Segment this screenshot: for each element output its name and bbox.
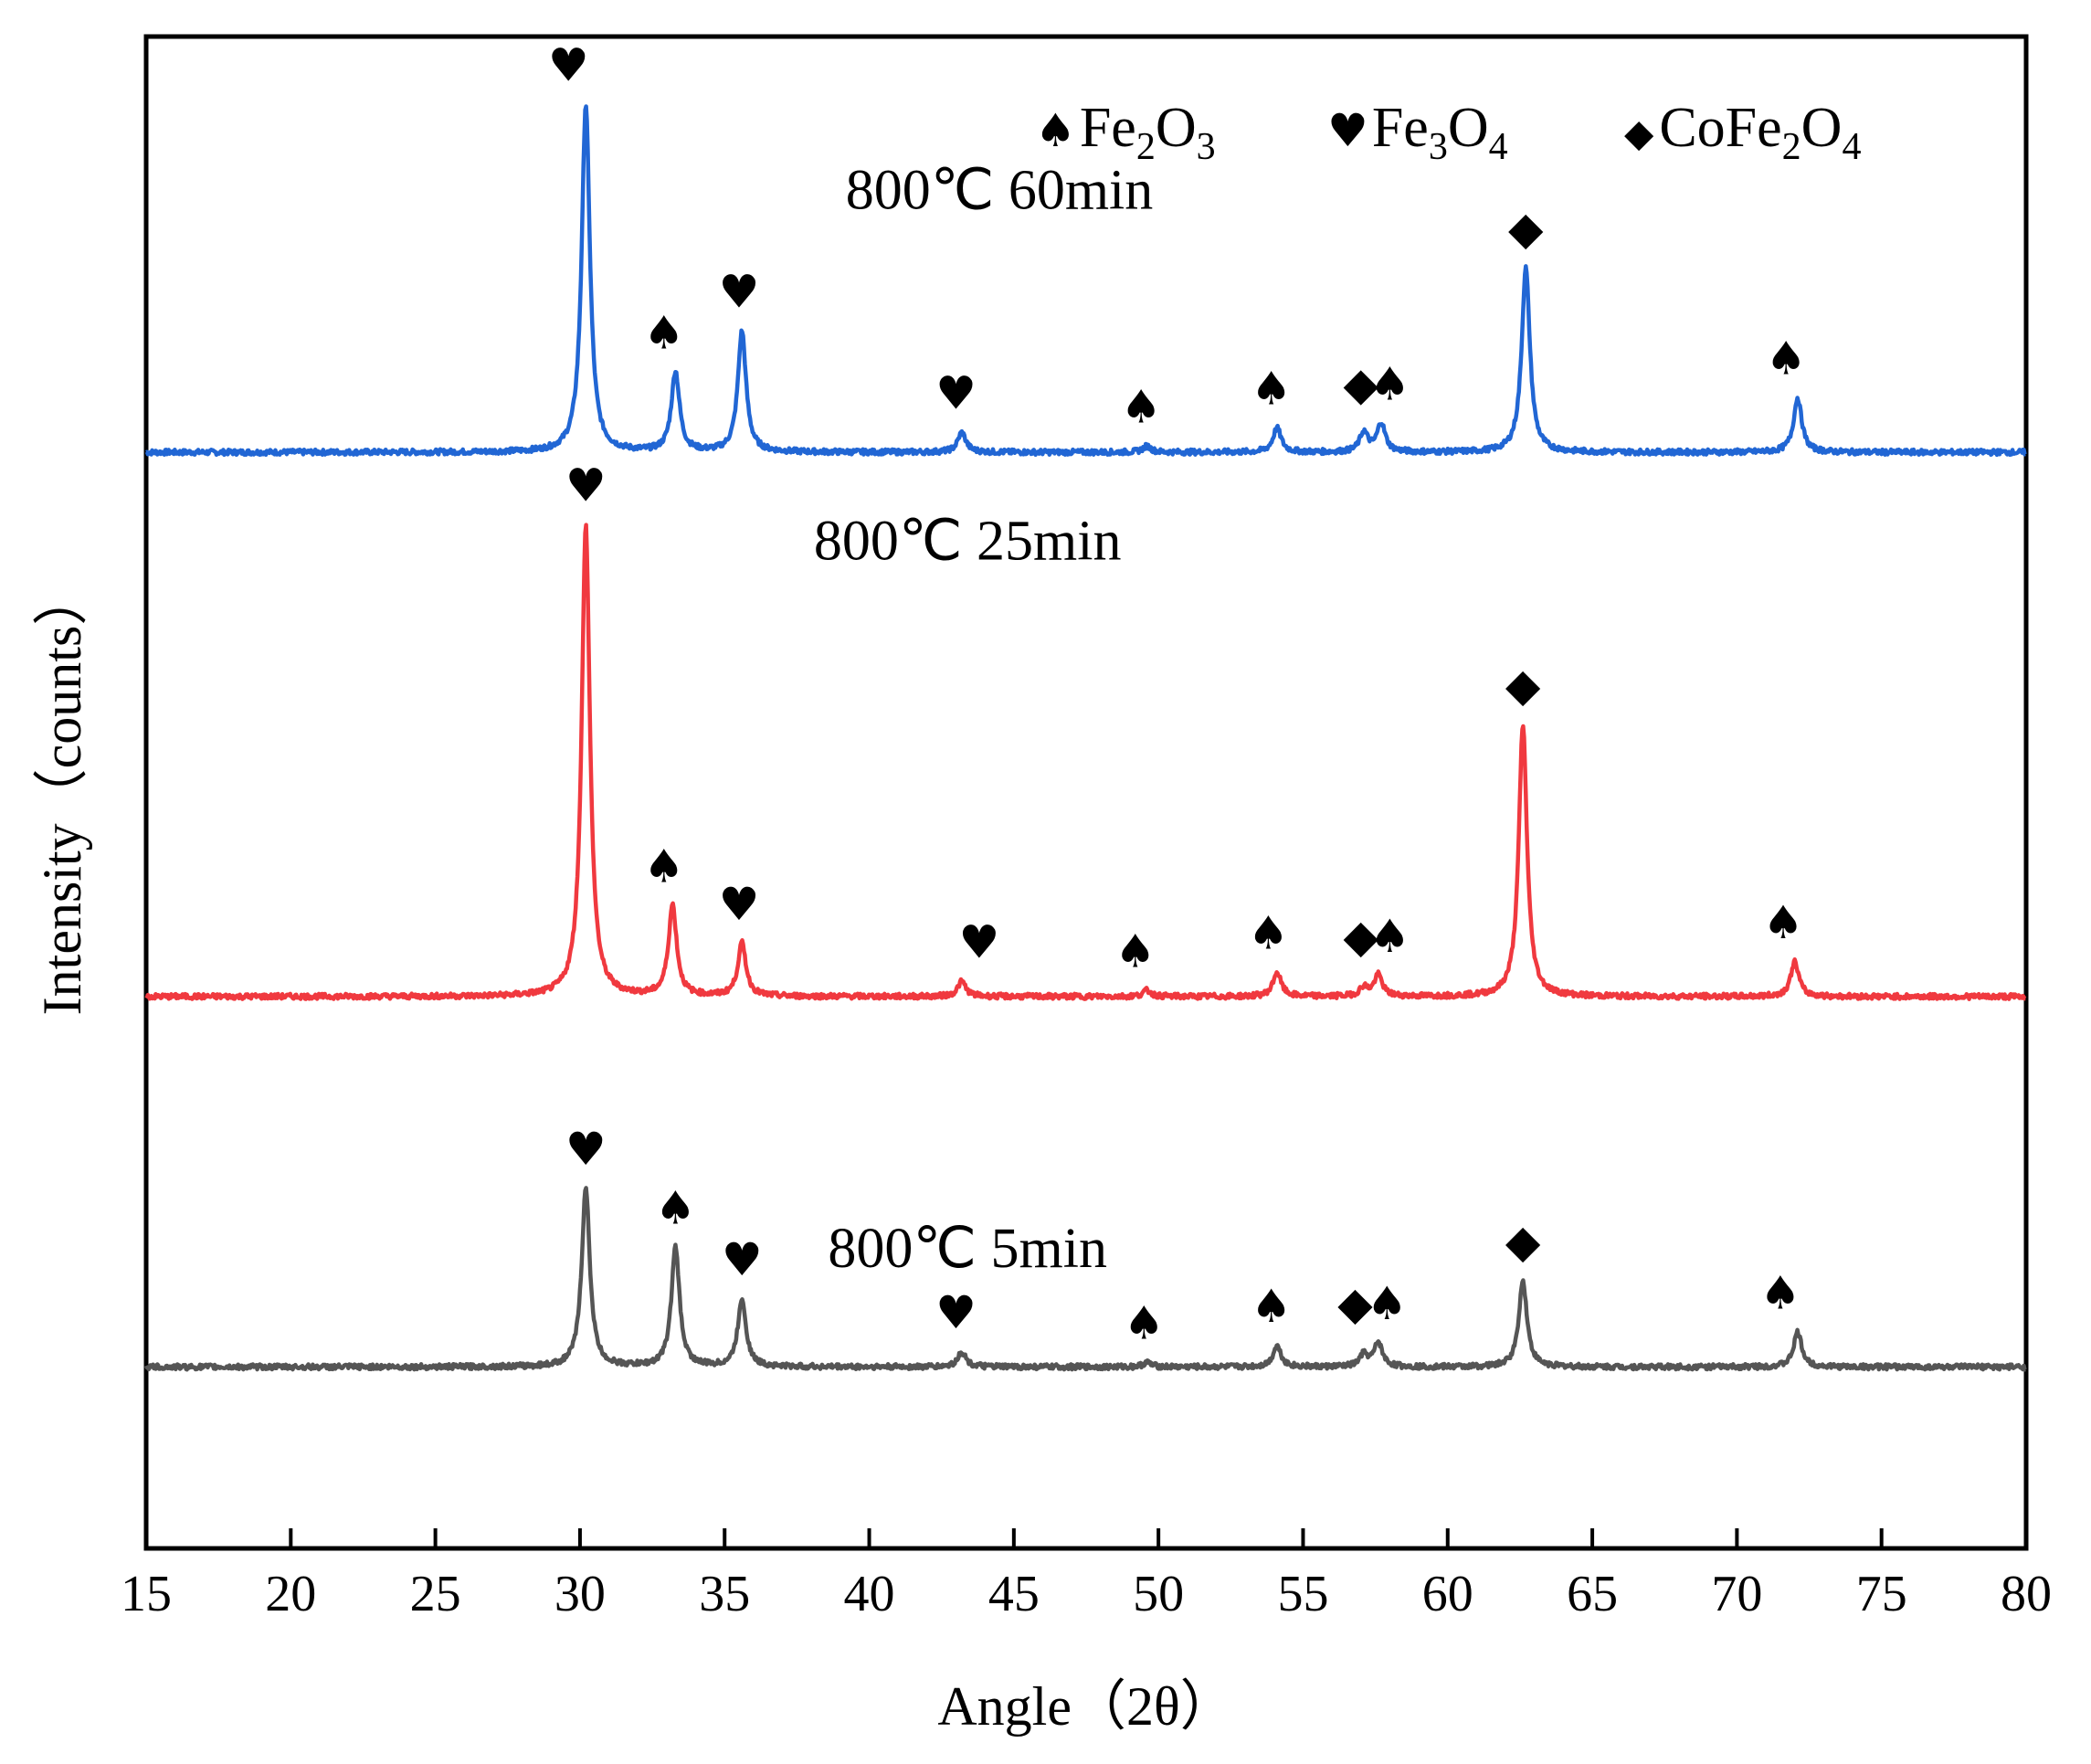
spade-icon: ♠ [1124, 1296, 1165, 1349]
x-tick-label: 25 [410, 1566, 461, 1622]
heart-icon: ♥ [719, 878, 760, 931]
spade-icon: ♠ [643, 840, 684, 893]
x-tick-label: 60 [1422, 1566, 1473, 1622]
x-tick-label: 20 [265, 1566, 316, 1622]
series-line [144, 104, 2027, 458]
spade-icon: ♠ [1251, 363, 1292, 416]
spade-icon: ♠ [1369, 910, 1410, 963]
x-tick-label: 40 [844, 1566, 895, 1622]
diamond-icon: ◆ [1508, 202, 1544, 255]
series-layer [143, 104, 2027, 1372]
x-tick-label: 55 [1277, 1566, 1328, 1622]
x-axis-ticks: 15 20 25 30 35 40 45 50 55 60 65 70 75 80 [121, 1528, 2052, 1622]
spade-icon: ♠ [1251, 1280, 1292, 1333]
x-tick-label: 30 [554, 1566, 606, 1622]
legend-fe2o3: ♠Fe2O3 [1035, 97, 1216, 168]
spade-icon: ♠ [1114, 924, 1156, 977]
x-tick-label: 75 [1856, 1566, 1907, 1622]
diamond-icon: ◆ [1624, 111, 1654, 155]
series-labels: 800℃ 60min 800℃ 25min 800℃ 5min [814, 160, 1153, 1281]
heart-icon: ♥ [719, 266, 760, 319]
heart-icon: ♥ [565, 1123, 607, 1176]
spade-icon: ♠ [1759, 1266, 1801, 1319]
phase-markers: ♥♠♥♥ ♠ ♠ ◆♠◆♠♥♠♥♥ ♠ ♠ ◆♠◆♠♥♠♥♥ ♠ ♠ ◆♠◆♠ [548, 38, 1807, 1349]
spade-icon: ♠ [1369, 358, 1410, 411]
x-tick-label: 35 [699, 1566, 750, 1622]
heart-icon: ♥ [722, 1233, 763, 1286]
legend-cofe2o4: ◆CoFe2O4 [1624, 97, 1861, 168]
x-tick-label: 80 [2001, 1566, 2052, 1622]
spade-icon: ♠ [1248, 906, 1289, 959]
spade-icon: ♠ [655, 1182, 696, 1235]
x-tick-label: 45 [988, 1566, 1040, 1622]
x-tick-label: 50 [1133, 1566, 1184, 1622]
x-axis-title: Angle（2θ） [937, 1676, 1234, 1737]
spade-icon: ♠ [1766, 333, 1807, 386]
x-tick-label: 70 [1711, 1566, 1762, 1622]
spade-icon: ♠ [1121, 381, 1162, 434]
heart-icon: ♥ [935, 1286, 977, 1339]
diamond-icon: ◆ [1505, 1215, 1541, 1268]
heart-icon: ♥ [958, 915, 999, 968]
heart-icon: ♥ [1327, 104, 1368, 157]
series-line [144, 523, 2027, 1001]
diamond-icon: ◆ [1344, 910, 1379, 963]
heart-icon: ♥ [935, 367, 977, 420]
spade-icon: ♠ [1763, 896, 1804, 949]
plot-frame [143, 34, 2029, 1551]
heart-icon: ♥ [565, 459, 607, 512]
y-axis-title: Intensity（counts） [32, 571, 92, 1016]
series-label: 800℃ 5min [828, 1218, 1107, 1280]
x-tick-label: 15 [121, 1566, 172, 1622]
spade-icon: ♠ [1035, 104, 1076, 157]
x-tick-label: 65 [1567, 1566, 1618, 1622]
legend-fe3o4: ♥Fe3O4 [1327, 97, 1508, 168]
series-line [143, 1186, 2027, 1372]
series-label: 800℃ 25min [814, 511, 1122, 573]
spade-icon: ♠ [643, 306, 684, 359]
diamond-icon: ◆ [1344, 358, 1379, 411]
series-label: 800℃ 60min [846, 160, 1154, 222]
spade-icon: ♠ [1367, 1277, 1408, 1330]
legend: ♠Fe2O3 ♥Fe3O4 ◆CoFe2O4 [1035, 97, 1861, 168]
diamond-icon: ◆ [1505, 659, 1541, 712]
diamond-icon: ◆ [1337, 1277, 1373, 1330]
heart-icon: ♥ [548, 38, 589, 91]
